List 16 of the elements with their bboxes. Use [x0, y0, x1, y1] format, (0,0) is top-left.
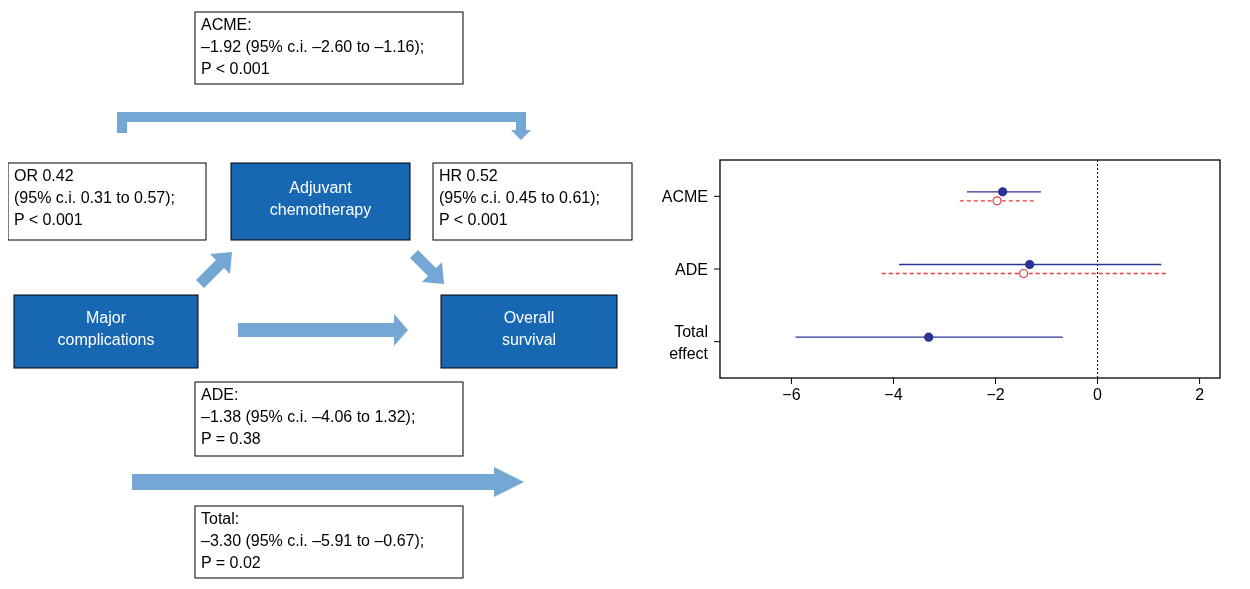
- x-tick-label: 2: [1195, 386, 1205, 403]
- x-tick-label: 0: [1093, 386, 1103, 403]
- text: Total: –3.30 (95% c.i. –5.91 to –0.67); P = 0.02: [201, 510, 425, 571]
- text: OR 0.42 (95% c.i. 0.31 to 0.57); P < 0.001: [14, 167, 175, 228]
- y-tick-label: ADE: [675, 261, 708, 278]
- category-label: Overall survival: [501, 308, 557, 348]
- x-tick-label: −2: [986, 386, 1005, 403]
- x-tick-label: −4: [884, 386, 903, 403]
- category-label: Adjuvant chemotherapy: [269, 178, 372, 218]
- y-tick-label: ACME: [661, 188, 708, 206]
- text: ACME: –1.92 (95% c.i. –2.60 to –1.16); P < 0.001: [201, 16, 425, 77]
- y-tick-label: Total effect: [669, 322, 709, 362]
- text: ADE: –1.38 (95% c.i. –4.06 to 1.32); P = 0.38: [201, 386, 416, 447]
- x-tick-label: −6: [782, 386, 801, 403]
- category-label: Major complications: [57, 308, 155, 348]
- text: HR 0.52 (95% c.i. 0.45 to 0.61); P < 0.001: [439, 167, 600, 228]
